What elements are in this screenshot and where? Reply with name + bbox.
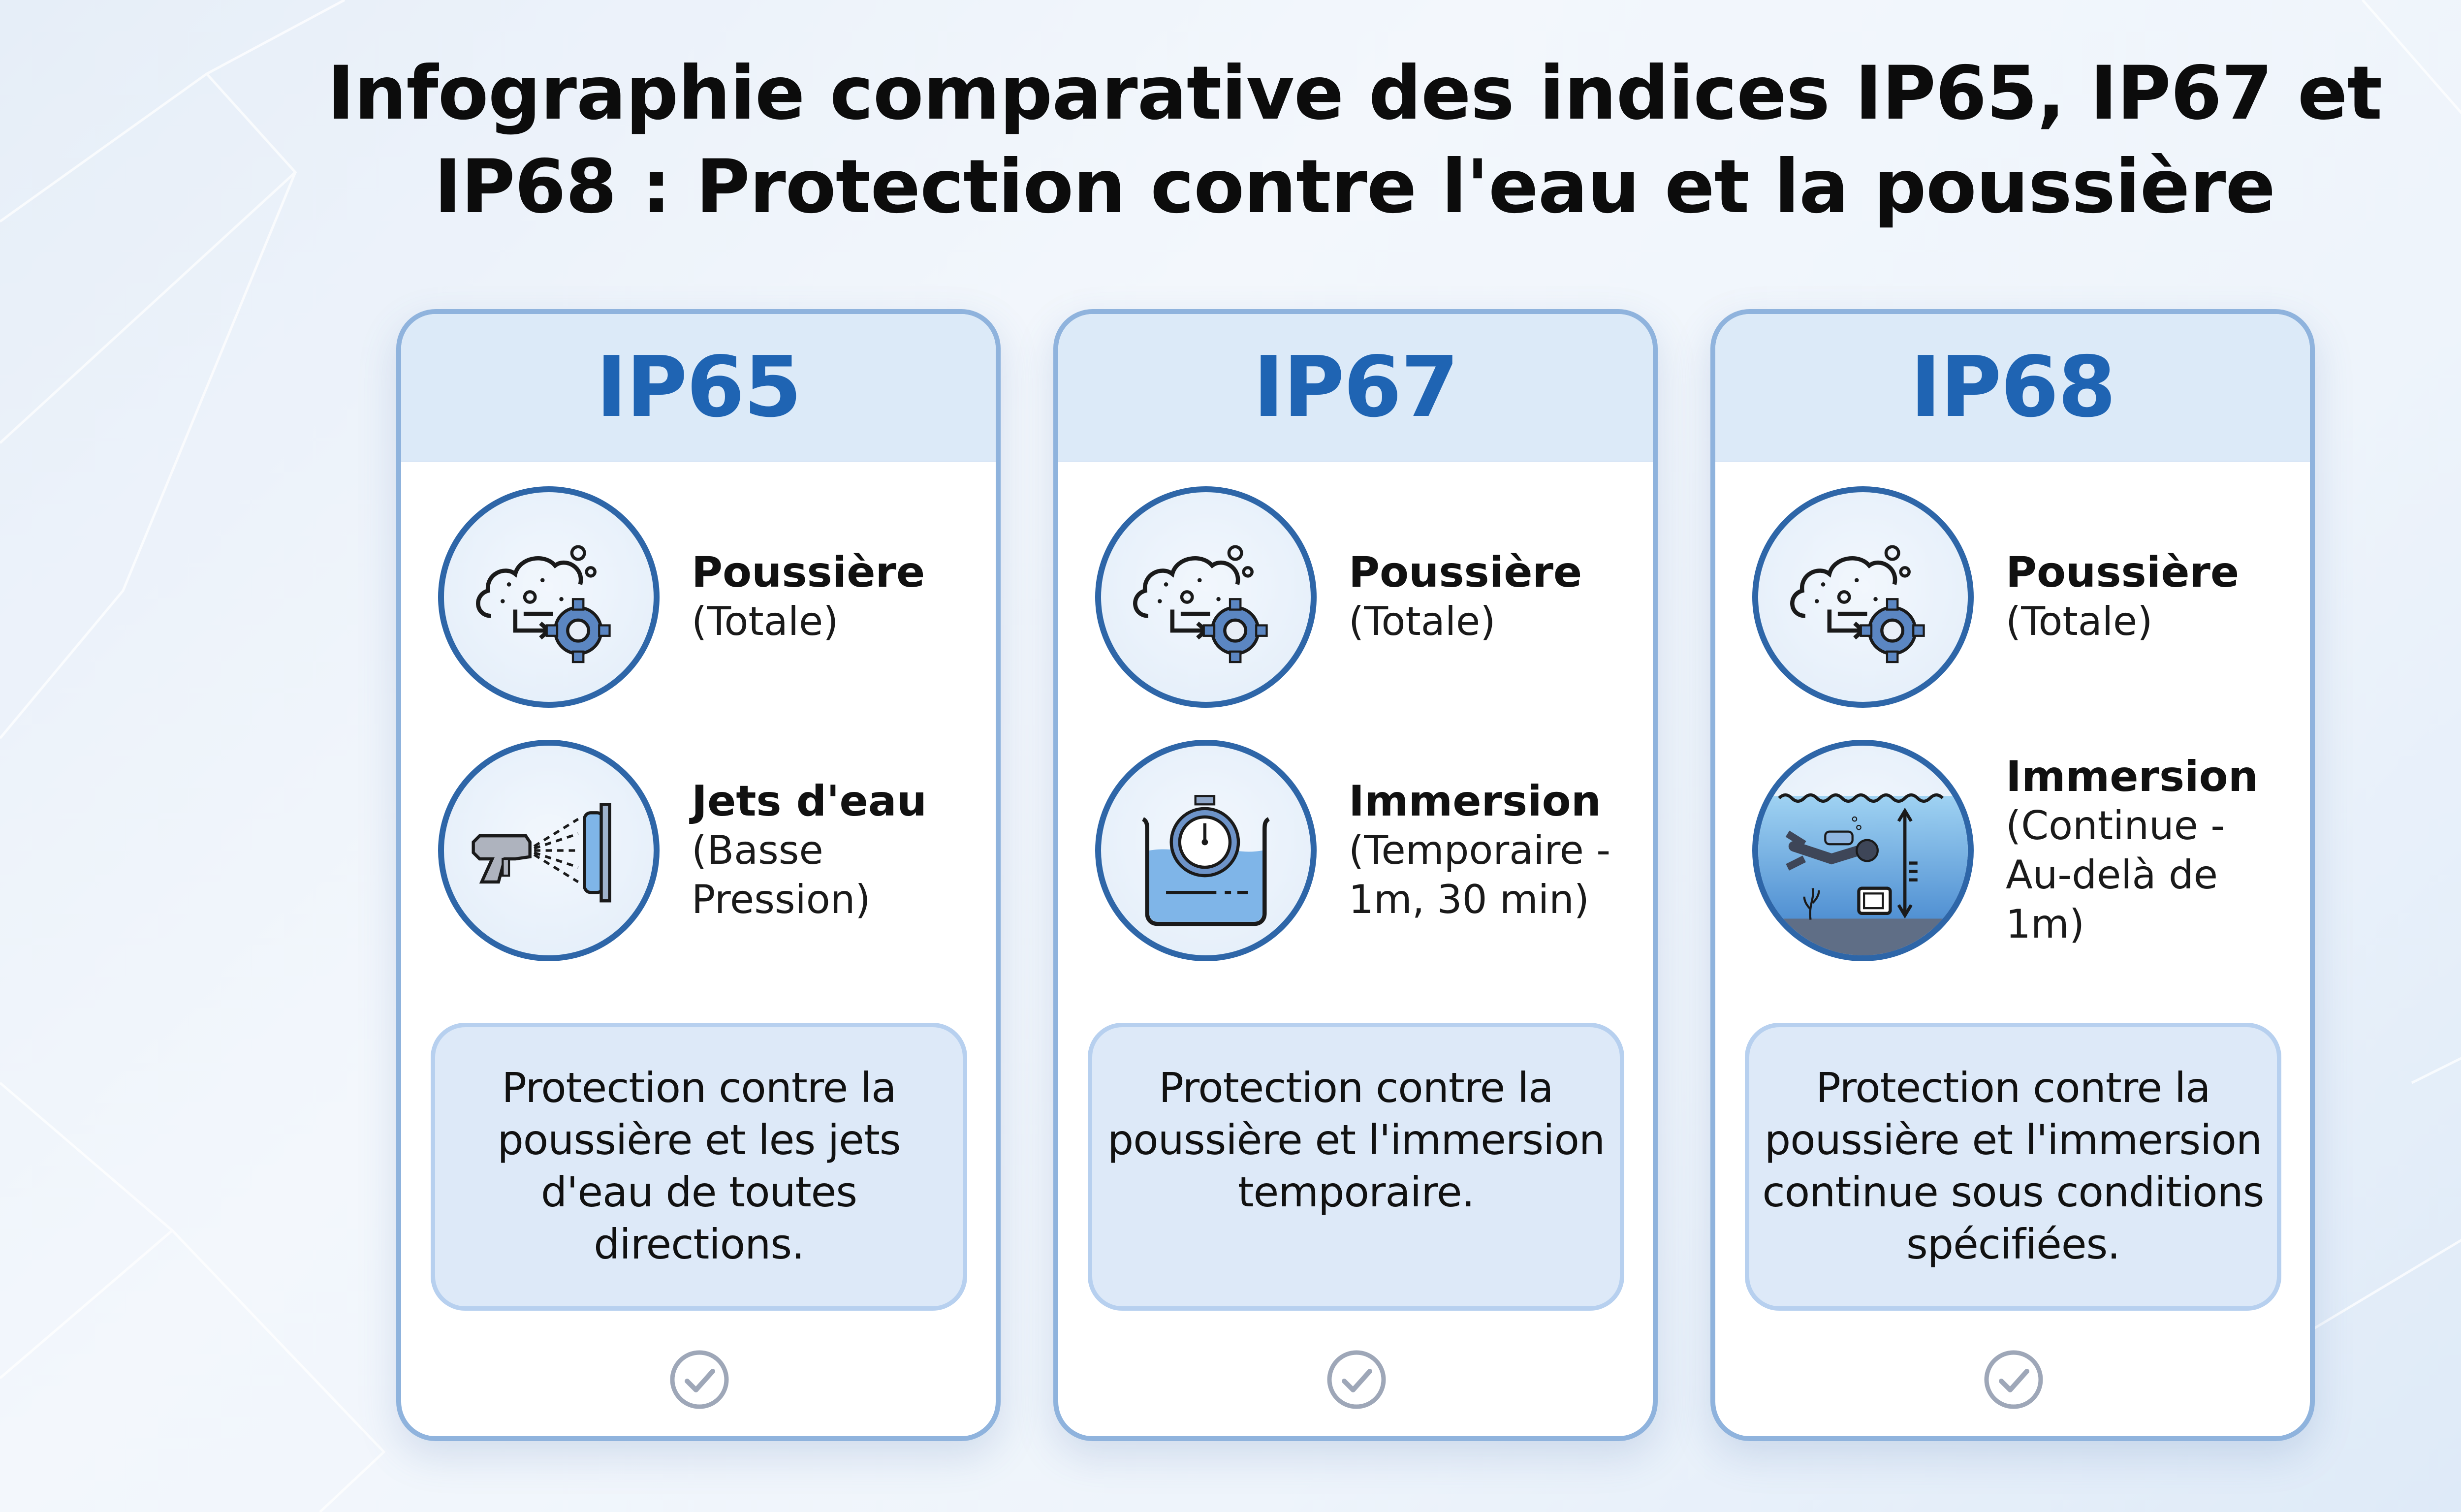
feature-dust: Poussière (Totale) (438, 486, 979, 708)
description-text: Protection contre la poussière et les je… (497, 1064, 901, 1268)
card-ip68: IP68 (1710, 309, 2315, 1441)
feature-name: Jets d'eau (692, 777, 927, 826)
description-box: Protection contre la poussière et l'imme… (1745, 1023, 2281, 1311)
feature-detail-line-2: Au-delà de 1m) (2006, 852, 2218, 947)
description-box: Protection contre la poussière et l'imme… (1088, 1023, 1624, 1311)
feature-immersion-temporary: Immersion (Temporaire - 1m, 30 min) (1095, 740, 1637, 961)
feature-name: Immersion (2006, 752, 2258, 801)
stopwatch-in-water-tank-icon (1095, 740, 1317, 961)
card-header: IP67 (1058, 314, 1653, 462)
title-line-2: IP68 : Protection contre l'eau et la pou… (434, 144, 2275, 230)
feature-detail-line-1: (Continue - (2006, 803, 2225, 849)
feature-immersion-continuous: Immersion (Continue - Au-delà de 1m) (1752, 740, 2294, 961)
feature-text: Immersion (Temporaire - 1m, 30 min) (1349, 777, 1610, 924)
rating-title: IP67 (1253, 339, 1459, 436)
description-box: Protection contre la poussière et les je… (431, 1023, 967, 1311)
feature-text: Jets d'eau (Basse Pression) (692, 777, 979, 924)
diver-underwater-depth-icon (1752, 740, 1974, 961)
feature-name: Poussière (1349, 548, 1582, 597)
card-ip65: IP65 (396, 309, 1001, 1441)
feature-detail: (Totale) (1349, 598, 1496, 644)
feature-detail-line-2: 1m, 30 min) (1349, 877, 1589, 922)
feature-name: Poussière (692, 548, 925, 597)
dust-cloud-gear-icon (1752, 486, 1974, 708)
feature-text: Poussière (Totale) (692, 548, 925, 646)
title-line-1: Infographie comparative des indices IP65… (327, 51, 2383, 136)
feature-detail: (Totale) (2006, 598, 2153, 644)
description-text: Protection contre la poussière et l'imme… (1107, 1064, 1605, 1216)
rating-title: IP68 (1910, 339, 2116, 436)
card-ip67: IP67 (1053, 309, 1658, 1441)
check-circle-icon (1984, 1350, 2043, 1409)
check-circle-icon (670, 1350, 729, 1409)
rating-title: IP65 (596, 339, 802, 436)
feature-detail: (Totale) (692, 598, 839, 644)
feature-name: Immersion (1349, 777, 1601, 826)
feature-text: Poussière (Totale) (1349, 548, 1582, 646)
description-text: Protection contre la poussière et l'imme… (1762, 1064, 2265, 1268)
feature-detail-line-1: (Temporaire - (1349, 827, 1611, 873)
feature-name: Poussière (2006, 548, 2240, 597)
feature-text: Immersion (Continue - Au-delà de 1m) (2006, 752, 2294, 949)
feature-text: Poussière (Totale) (2006, 548, 2239, 646)
card-header: IP65 (401, 314, 996, 462)
feature-dust: Poussière (Totale) (1752, 486, 2294, 708)
feature-dust: Poussière (Totale) (1095, 486, 1637, 708)
dust-cloud-gear-icon (438, 486, 660, 708)
water-jet-spray-gun-icon (438, 740, 660, 961)
feature-detail: (Basse Pression) (692, 827, 871, 922)
feature-water-jets: Jets d'eau (Basse Pression) (438, 740, 979, 961)
dust-cloud-gear-icon (1095, 486, 1317, 708)
page-title: Infographie comparative des indices IP65… (0, 47, 2461, 234)
card-header: IP68 (1715, 314, 2310, 462)
check-circle-icon (1327, 1350, 1386, 1409)
